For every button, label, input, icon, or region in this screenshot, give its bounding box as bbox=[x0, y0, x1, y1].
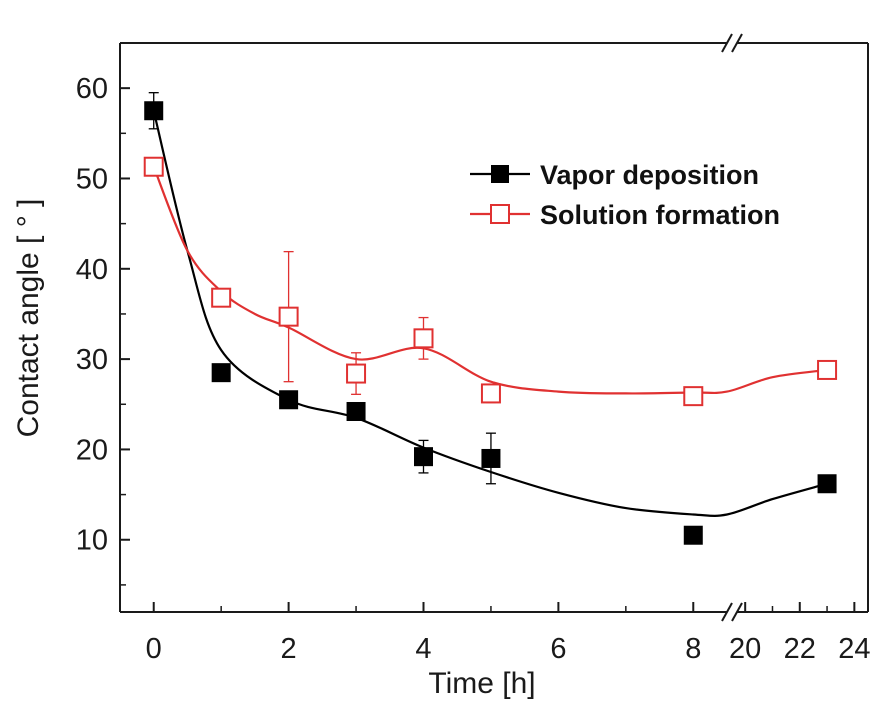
data-point-solution bbox=[480, 383, 501, 404]
top-axis-break-mark bbox=[731, 33, 743, 53]
x-tick-label: 6 bbox=[550, 633, 566, 665]
y-tick-label: 40 bbox=[76, 254, 108, 286]
y-tick-label: 60 bbox=[76, 73, 108, 105]
data-point-vapor bbox=[683, 525, 703, 545]
data-point-solution bbox=[413, 328, 434, 349]
axes-layer bbox=[119, 33, 869, 622]
data-point-vapor bbox=[481, 448, 501, 468]
x-tick-label: 8 bbox=[685, 633, 701, 665]
legend-marker-vapor bbox=[491, 165, 509, 183]
legend: Vapor deposition Solution formation bbox=[470, 160, 780, 230]
data-point-vapor bbox=[817, 474, 837, 494]
x-axis-title: Time [h] bbox=[428, 667, 535, 700]
legend-label: Solution formation bbox=[540, 200, 780, 230]
y-tick-label: 20 bbox=[76, 434, 108, 466]
y-tick-label: 30 bbox=[76, 344, 108, 376]
data-point-vapor bbox=[414, 447, 433, 467]
x-tick-label: 0 bbox=[146, 633, 162, 665]
x-tick-label: 20 bbox=[729, 633, 761, 665]
fit-curve-vapor bbox=[152, 110, 828, 517]
x-tick-label: 4 bbox=[415, 633, 431, 665]
data-point-solution bbox=[817, 359, 838, 380]
data-points-layer bbox=[143, 101, 838, 545]
data-point-solution bbox=[143, 156, 164, 177]
legend-marker-solution bbox=[490, 204, 510, 224]
x-tick-label: 22 bbox=[784, 633, 816, 665]
error-bars-layer bbox=[148, 92, 496, 485]
data-point-vapor bbox=[346, 401, 366, 421]
y-axis-title: Contact angle [ ° ] bbox=[12, 199, 45, 438]
bottom-axis-break-mark bbox=[721, 602, 733, 622]
top-axis-break-mark bbox=[721, 33, 733, 53]
data-point-solution bbox=[683, 386, 704, 407]
data-point-solution bbox=[278, 306, 299, 327]
data-point-vapor bbox=[144, 101, 164, 121]
data-point-vapor bbox=[211, 363, 231, 383]
y-tick-label: 50 bbox=[76, 163, 108, 195]
data-point-solution bbox=[211, 287, 232, 308]
legend-label: Vapor deposition bbox=[540, 160, 759, 190]
data-point-solution bbox=[346, 363, 367, 384]
bottom-axis-break-mark bbox=[731, 602, 743, 622]
y-tick-label: 10 bbox=[76, 525, 108, 557]
data-point-vapor bbox=[279, 390, 299, 410]
x-tick-label: 24 bbox=[838, 633, 870, 665]
x-tick-label: 2 bbox=[281, 633, 297, 665]
